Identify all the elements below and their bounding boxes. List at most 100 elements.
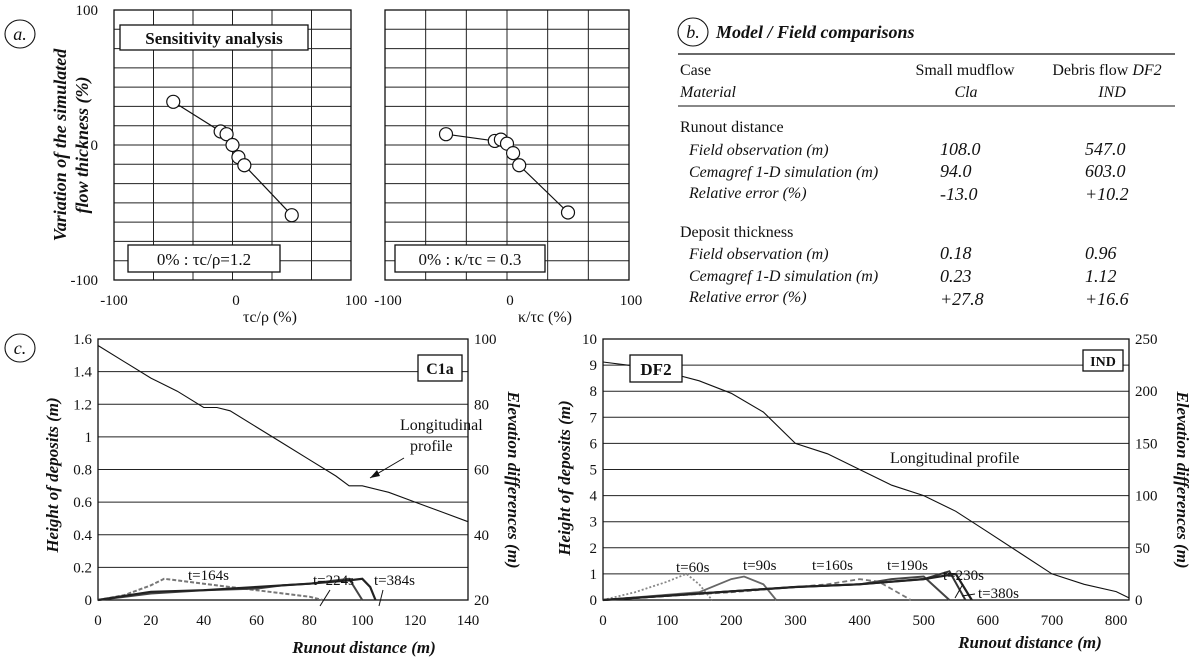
header-debris-flow: Debris flow DF2 (1052, 62, 1161, 79)
grid-c1a (98, 371, 468, 568)
tick-label: 1.6 (73, 332, 92, 348)
tick-label: 7 (590, 410, 598, 426)
tick-label: 200 (720, 613, 743, 629)
xticks: 0 100 200 300 400 500 600 700 800 (599, 613, 1127, 629)
panel-c-tag-circle (4, 333, 36, 363)
row-value: 0.96 (1085, 243, 1117, 263)
row-value: 108.0 (940, 139, 981, 159)
row-label: Cemagref 1-D simulation (m) (689, 164, 878, 181)
tick-label: 800 (1105, 613, 1128, 629)
time-label: t=164s (188, 568, 229, 584)
yticks-right: 250 200 150 100 50 0 (1135, 332, 1158, 609)
time-arrow (319, 589, 331, 607)
time-label: t=230s (943, 568, 984, 584)
deposit-chart-c1a: Height of deposits (m) Elevation differe… (43, 332, 523, 657)
panel-a-ylabel-1: Variation of the simulated (50, 48, 70, 242)
tick-label: 80 (302, 613, 317, 629)
tick-label: 0 (94, 613, 102, 629)
panel-a-ytick-0: 0 (91, 138, 99, 154)
time-label: t=60s (676, 560, 710, 576)
tick-label: 0 (599, 613, 607, 629)
tick-label: 6 (590, 436, 598, 452)
tick-label: 4 (590, 489, 598, 505)
row-value: +10.2 (1085, 184, 1129, 204)
tick-label: 100 (474, 332, 497, 348)
material-v2: IND (1097, 84, 1126, 101)
tick-label: 1 (85, 430, 93, 446)
tick-label: 100 (1135, 489, 1158, 505)
df2-series (602, 361, 1130, 602)
tick-label: 140 (457, 613, 480, 629)
ref-box-left (127, 244, 281, 273)
profile-arrowhead (370, 470, 380, 478)
tick-label: 80 (474, 397, 489, 413)
box-label-text: DF2 (640, 360, 671, 379)
row-label: Relative error (%) (688, 185, 807, 202)
profile-label-1: Longitudinal (400, 417, 483, 434)
box-label-ind (1082, 349, 1124, 372)
series-line (97, 577, 323, 601)
deposit-chart-df2: Height of deposits (m) Elevation differe… (555, 332, 1192, 652)
row-value: 94.0 (940, 161, 972, 181)
time-label: t=384s (374, 573, 415, 589)
tick-label: 120 (404, 613, 427, 629)
row-value: 1.12 (1085, 266, 1117, 286)
data-point (284, 208, 299, 223)
ylabel-left: Height of deposits (m) (43, 397, 62, 553)
series-line (602, 572, 713, 601)
tick-label: 100 (656, 613, 679, 629)
time-label: t=90s (743, 558, 777, 574)
tick-label: 2 (590, 541, 598, 557)
tick-label: 8 (590, 384, 598, 400)
panel-a-tag: a. (13, 24, 27, 44)
tick-label: 300 (784, 613, 807, 629)
tick-label: 600 (977, 613, 1000, 629)
data-point (438, 127, 454, 142)
panel-a-ytick-100: 100 (76, 3, 99, 19)
ylabel-right: Elevation differences (m) (1173, 390, 1192, 568)
box-label-c1a (417, 354, 463, 382)
xlabel-df2: Runout distance (m) (957, 633, 1102, 652)
tick-label: 20 (474, 593, 489, 609)
xtick-left-neg100: -100 (100, 293, 128, 309)
tick-label: 200 (1135, 384, 1158, 400)
tick-label: 0 (85, 593, 93, 609)
xlabel-c1a: Runout distance (m) (291, 638, 436, 657)
panel-b: b. Model / Field comparisons Case Small … (677, 17, 1175, 309)
xticks: 0 20 40 60 80 100 120 140 (94, 613, 479, 629)
tick-label: 40 (196, 613, 211, 629)
time-arrow (378, 589, 384, 607)
xtick-left-0: 0 (232, 293, 240, 309)
tick-label: 0 (1135, 593, 1143, 609)
tick-label: 700 (1041, 613, 1064, 629)
header-case: Case (680, 62, 711, 79)
series-line (602, 575, 777, 601)
ylabel-right: Elevation differences (m) (504, 390, 523, 568)
series-line (602, 572, 973, 602)
panel-b-tag: b. (686, 22, 700, 42)
tick-label: 60 (249, 613, 264, 629)
panel-c-tag: c. (14, 338, 27, 358)
tick-label: 1.2 (73, 397, 92, 413)
tick-label: 100 (351, 613, 374, 629)
tick-label: 1 (590, 567, 598, 583)
tick-label: 400 (848, 613, 871, 629)
material-label: Material (679, 84, 737, 101)
tick-label: 150 (1135, 436, 1158, 452)
row-label: Cemagref 1-D simulation (m) (689, 268, 878, 285)
data-point (560, 205, 576, 220)
tick-label: 1.4 (73, 365, 92, 381)
row-value: 603.0 (1085, 161, 1126, 181)
yticks-right: 100 80 60 40 20 (474, 332, 497, 609)
row-value: +16.6 (1085, 289, 1129, 309)
panel-c: c. Height of deposits (m) Elevation diff… (4, 332, 1192, 657)
box-label-df2 (629, 354, 683, 383)
tick-label: 9 (590, 358, 598, 374)
header-small-mudflow: Small mudflow (915, 62, 1015, 79)
panel-a-ylabel-2: flow thickness (%) (72, 77, 93, 214)
panel-a-tag-circle (4, 19, 36, 49)
panel-a-ytick-neg100: -100 (71, 273, 99, 289)
data-point (505, 146, 521, 161)
tick-label: 500 (912, 613, 935, 629)
